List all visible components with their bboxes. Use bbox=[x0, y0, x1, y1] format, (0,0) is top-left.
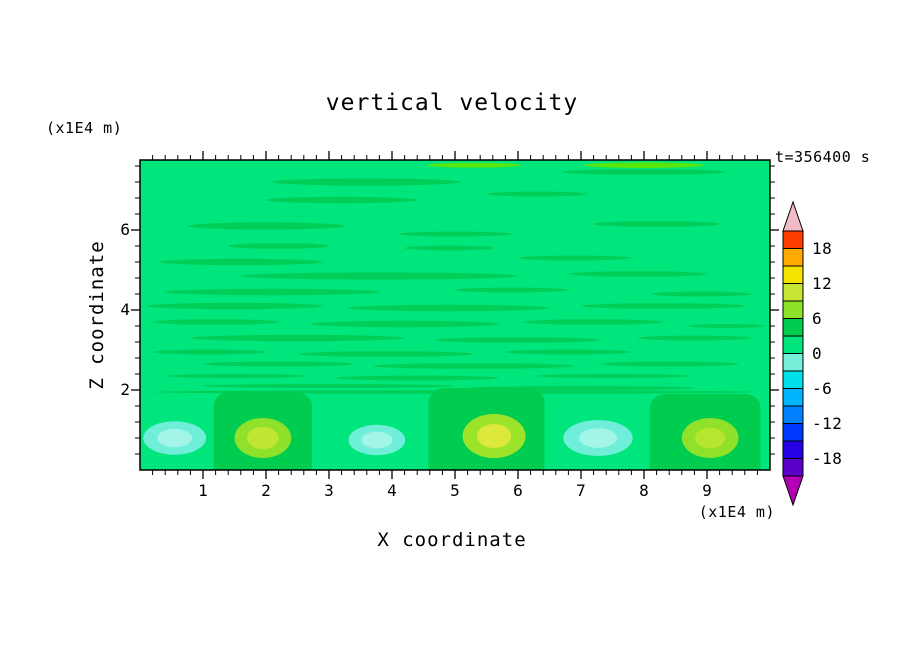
colorbar-level-label: -12 bbox=[812, 413, 843, 433]
x-axis-title: X coordinate bbox=[377, 529, 527, 551]
wave-streak bbox=[398, 231, 512, 237]
wave-streak bbox=[518, 255, 632, 261]
colorbar-segment bbox=[782, 458, 804, 477]
wave-streak bbox=[158, 258, 323, 266]
colorbar-level-label: 12 bbox=[812, 273, 833, 293]
x-tick-label: 6 bbox=[513, 481, 523, 500]
wave-streak bbox=[228, 243, 329, 249]
downdraft-core bbox=[157, 428, 192, 448]
wave-streak bbox=[505, 349, 632, 355]
time-label: t=356400 s bbox=[775, 148, 871, 166]
colorbar-segment bbox=[782, 265, 804, 284]
wave-streak bbox=[650, 291, 752, 297]
wave-streak bbox=[593, 221, 720, 227]
wave-streak bbox=[152, 349, 266, 355]
wave-streak bbox=[688, 324, 764, 328]
wave-streak bbox=[165, 288, 380, 296]
wave-streak bbox=[436, 337, 600, 343]
colorbar-segment bbox=[782, 440, 804, 459]
colorbar-segment bbox=[782, 318, 804, 337]
x-tick-label: 8 bbox=[639, 481, 649, 500]
x-tick-label: 4 bbox=[387, 481, 397, 500]
wave-streak bbox=[404, 245, 493, 251]
wave-streak bbox=[240, 272, 518, 280]
plot-area bbox=[140, 160, 770, 470]
colorbar-level-label: 0 bbox=[812, 343, 823, 363]
colorbar-top-arrow bbox=[782, 200, 804, 232]
updraft-core bbox=[695, 427, 726, 449]
wave-streak bbox=[266, 196, 418, 204]
wave-streak bbox=[599, 361, 739, 367]
colorbar-level-label: 18 bbox=[812, 238, 833, 258]
colorbar-swatches bbox=[782, 200, 804, 507]
y-tick-label: 6 bbox=[120, 220, 130, 239]
colorbar-segment bbox=[782, 230, 804, 249]
contour-field bbox=[140, 160, 770, 470]
colorbar-segment bbox=[782, 353, 804, 372]
x-tick-label: 3 bbox=[324, 481, 334, 500]
colorbar-segment bbox=[782, 388, 804, 407]
colorbar-level-label: -6 bbox=[812, 378, 833, 398]
x-axis-unit-label: (x1E4 m) bbox=[698, 503, 775, 521]
wave-streak bbox=[203, 384, 455, 388]
x-tick-label: 7 bbox=[576, 481, 586, 500]
colorbar-segment bbox=[782, 335, 804, 354]
x-tick-label: 5 bbox=[450, 481, 460, 500]
y-tick-label: 4 bbox=[120, 300, 130, 319]
colorbar-segment bbox=[782, 300, 804, 319]
wave-streak bbox=[568, 271, 707, 277]
wave-streak bbox=[347, 304, 550, 312]
y-tick-label: 2 bbox=[120, 380, 130, 399]
wave-streak bbox=[190, 334, 405, 342]
wave-streak bbox=[272, 178, 462, 186]
updraft-core bbox=[247, 426, 279, 450]
wave-streak bbox=[152, 319, 279, 325]
x-tick-label: 2 bbox=[261, 481, 271, 500]
wave-streak bbox=[562, 169, 726, 175]
colorbar-bottom-arrow bbox=[782, 475, 804, 507]
wave-streak bbox=[203, 361, 355, 367]
colorbar-segment bbox=[782, 405, 804, 424]
downdraft-core bbox=[361, 431, 393, 449]
wave-streak bbox=[486, 191, 588, 197]
wave-streak bbox=[581, 303, 745, 309]
wave-streak bbox=[536, 374, 689, 378]
colorbar-segment bbox=[782, 283, 804, 302]
colorbar-segment bbox=[782, 370, 804, 389]
plot-title: vertical velocity bbox=[325, 90, 579, 116]
colorbar-segment bbox=[782, 248, 804, 267]
colorbar-level-label: 6 bbox=[812, 308, 823, 328]
wave-streak bbox=[187, 222, 345, 230]
x-tick-label: 1 bbox=[198, 481, 208, 500]
colorbar-segment bbox=[782, 423, 804, 442]
bright-streak bbox=[584, 162, 704, 168]
wave-streak bbox=[146, 302, 323, 310]
y-axis-unit-label: (x1E4 m) bbox=[46, 119, 123, 137]
wave-streak bbox=[373, 363, 575, 369]
wave-streak bbox=[524, 319, 663, 325]
wave-streak bbox=[165, 374, 304, 378]
colorbar-level-label: -18 bbox=[812, 448, 843, 468]
x-tick-label: 9 bbox=[702, 481, 712, 500]
wave-streak bbox=[335, 375, 500, 381]
wave-streak bbox=[455, 287, 569, 293]
wave-streak bbox=[637, 335, 752, 341]
colorbar bbox=[782, 200, 806, 508]
wave-streak bbox=[310, 320, 500, 328]
downdraft-core bbox=[578, 428, 618, 448]
bright-streak bbox=[426, 162, 522, 168]
wave-streak bbox=[297, 351, 474, 357]
updraft-core bbox=[477, 424, 512, 448]
